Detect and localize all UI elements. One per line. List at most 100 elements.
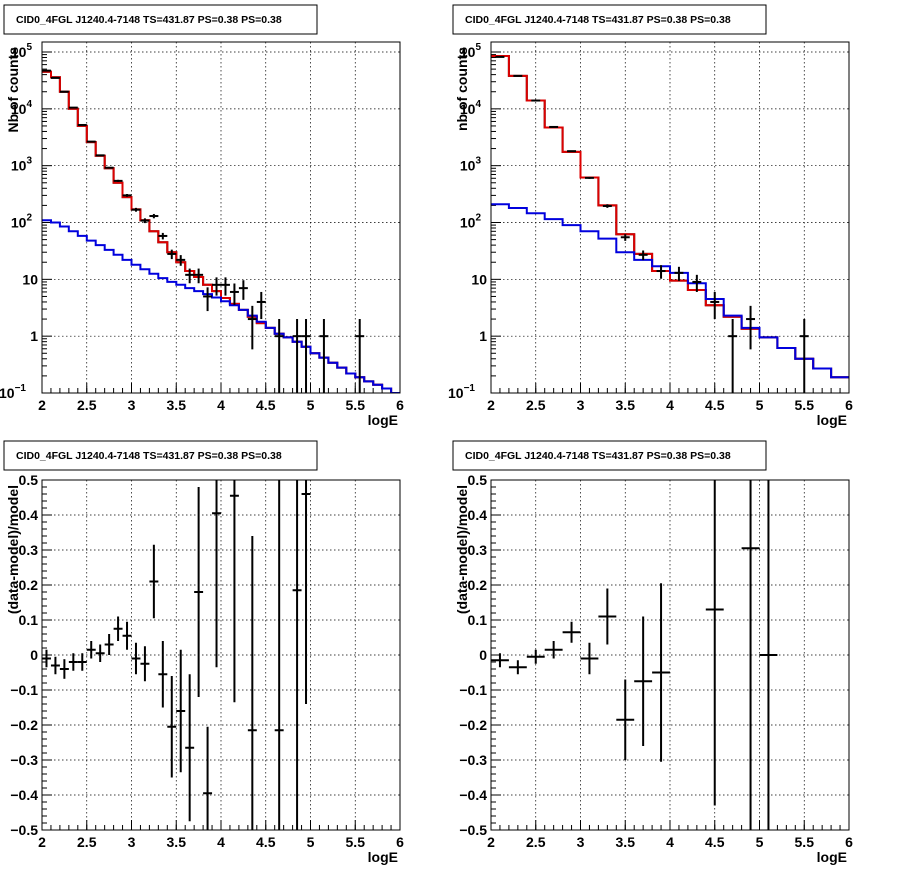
x-tick-label: 2.5 xyxy=(526,834,546,850)
data-point xyxy=(176,255,186,266)
x-tick-label: 6 xyxy=(396,834,404,850)
data-point xyxy=(158,232,168,240)
y-tick-label: 104 xyxy=(460,99,482,117)
y-tick-label: 0.1 xyxy=(19,612,39,628)
data-point xyxy=(194,487,204,697)
y-tick-label: 10 xyxy=(22,271,38,287)
data-point xyxy=(580,642,599,675)
data-point xyxy=(149,213,159,219)
plot-area xyxy=(491,480,778,830)
x-tick-label: 6 xyxy=(845,834,853,850)
y-tick-label: 0.4 xyxy=(468,507,488,523)
data-point xyxy=(149,544,159,619)
data-point xyxy=(634,616,653,746)
x-axis-label: logE xyxy=(817,849,847,865)
y-axis-label: (data-model)/model xyxy=(5,485,21,614)
data-point xyxy=(140,646,150,682)
data-point xyxy=(741,480,760,830)
data-point xyxy=(301,480,311,704)
data-point xyxy=(544,641,563,659)
y-tick-label: −0.3 xyxy=(459,752,487,768)
data-point xyxy=(203,287,213,312)
y-tick-label: 10−1 xyxy=(0,383,26,401)
data-point xyxy=(620,234,630,241)
data-point xyxy=(122,194,132,197)
x-tick-label: 3 xyxy=(128,834,136,850)
y-tick-label: 10 xyxy=(471,271,487,287)
y-tick-label: 0.2 xyxy=(19,577,39,593)
y-tick-label: −0.3 xyxy=(10,752,38,768)
title-box xyxy=(3,440,318,471)
y-tick-label: −0.2 xyxy=(459,717,487,733)
x-tick-label: 4 xyxy=(217,834,225,850)
x-tick-label: 3 xyxy=(577,834,585,850)
x-tick-label: 2.5 xyxy=(77,834,97,850)
data-point xyxy=(59,659,69,679)
data-point xyxy=(292,480,302,830)
x-tick-label: 4.5 xyxy=(705,397,725,413)
y-tick-label: 0.5 xyxy=(468,472,488,488)
data-point xyxy=(549,125,559,128)
data-point xyxy=(203,726,213,830)
plot-area xyxy=(42,69,400,393)
x-tick-label: 4 xyxy=(666,834,674,850)
x-tick-label: 5 xyxy=(756,834,764,850)
data-point xyxy=(122,621,132,650)
histogram-series-3 xyxy=(42,219,400,393)
data-point xyxy=(77,653,87,671)
x-tick-label: 2 xyxy=(38,834,46,850)
y-tick-label: −0.1 xyxy=(10,682,38,698)
y-axis: −0.5 −0.4 −0.3 −0.2 −0.1 0 0.1 0.2 0.3 0.4 0.5(dat… xyxy=(5,472,400,838)
x-tick-label: 5 xyxy=(307,397,315,413)
data-point xyxy=(638,250,648,261)
x-tick-label: 5.5 xyxy=(795,834,815,850)
x-tick-label: 2.5 xyxy=(526,397,546,413)
data-point xyxy=(656,265,666,279)
data-point xyxy=(584,176,594,179)
data-point xyxy=(95,154,105,157)
y-tick-label: 0.2 xyxy=(468,577,488,593)
data-points xyxy=(491,480,778,830)
data-point xyxy=(229,283,239,305)
data-point xyxy=(50,656,60,675)
data-point xyxy=(319,319,329,393)
data-point xyxy=(104,634,114,655)
data-point xyxy=(167,249,177,260)
data-point xyxy=(491,653,509,668)
data-point xyxy=(95,644,105,662)
y-tick-label: −0.4 xyxy=(10,787,38,803)
data-point xyxy=(113,616,123,641)
data-point xyxy=(86,641,96,659)
data-point xyxy=(292,319,302,393)
y-axis: −0.5 −0.4 −0.3 −0.2 −0.1 0 0.1 0.2 0.3 0.4 0.5(dat… xyxy=(454,472,849,838)
x-axis-label: logE xyxy=(368,412,398,428)
data-point xyxy=(274,480,284,830)
y-tick-label: 1 xyxy=(30,328,38,344)
data-point xyxy=(799,319,809,393)
chart-title: CID0_4FGL J1240.4-7148 TS=431.87 PS=0.38… xyxy=(465,450,731,462)
data-point xyxy=(77,123,87,126)
y-tick-label: 10−1 xyxy=(448,383,475,401)
data-point xyxy=(508,660,527,675)
x-tick-label: 5 xyxy=(307,834,315,850)
data-point xyxy=(674,266,684,281)
x-tick-label: 2.5 xyxy=(77,397,97,413)
data-point xyxy=(274,319,284,393)
title-box xyxy=(452,440,767,471)
data-points xyxy=(42,69,365,393)
data-point xyxy=(692,274,702,292)
x-tick-label: 6 xyxy=(396,397,404,413)
data-point xyxy=(355,319,365,393)
plot-frame xyxy=(41,479,401,831)
data-point xyxy=(602,204,612,208)
data-point xyxy=(131,642,141,675)
y-tick-label: −0.5 xyxy=(10,822,38,838)
data-point xyxy=(212,480,221,668)
data-point xyxy=(256,291,266,320)
chart-panel-2: CID0_4FGL J1240.4-7148 TS=431.87 PS=0.38… xyxy=(448,4,853,428)
chart-panel-3: CID0_4FGL J1240.4-7148 TS=431.87 PS=0.38… xyxy=(3,440,404,865)
